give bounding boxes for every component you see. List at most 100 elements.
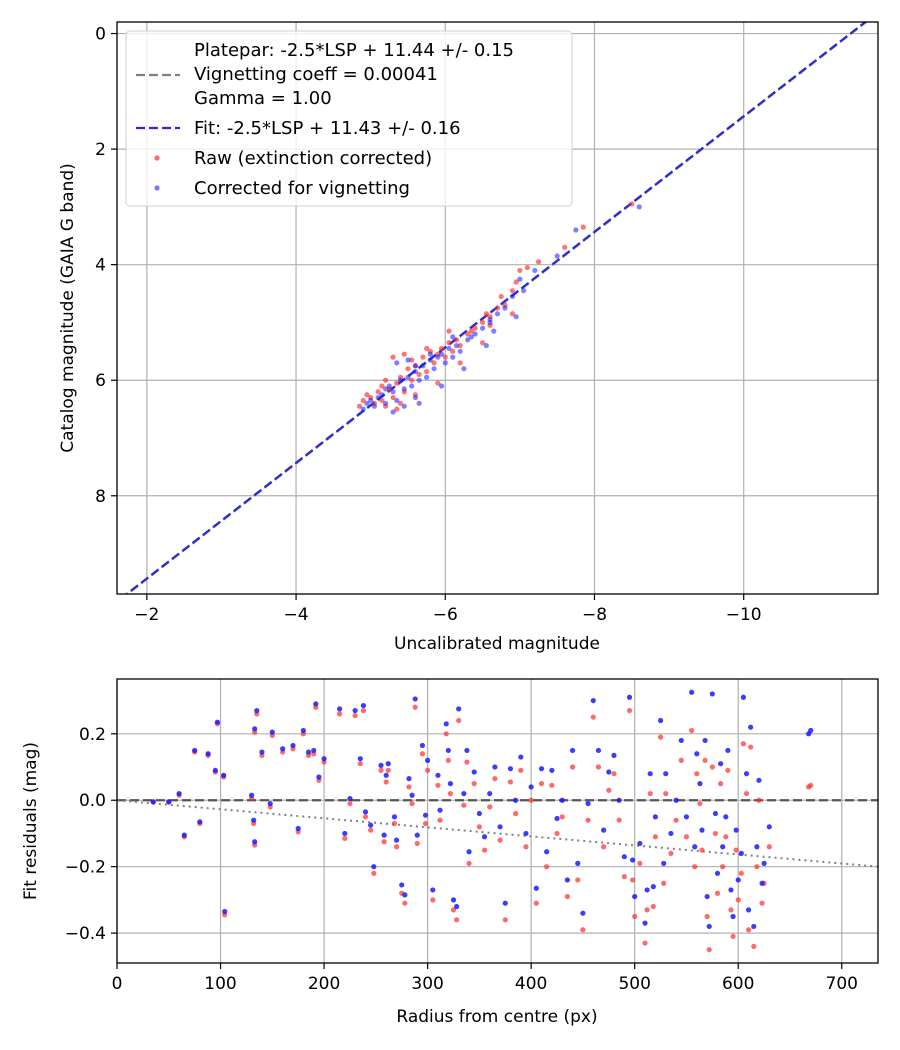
corrected-point [509, 293, 516, 300]
bottom-plot-frame [116, 678, 879, 964]
corrected-residual-point [580, 910, 586, 916]
corrected-residual-point [754, 844, 760, 850]
raw-point [517, 267, 523, 274]
raw-point [465, 331, 471, 337]
raw-point [453, 337, 460, 343]
corrected-residual-point [585, 800, 591, 807]
corrected-residual-point [437, 807, 443, 813]
corrected-residual-point [709, 691, 715, 697]
corrected-residual-point [492, 764, 498, 770]
raw-residual-point [347, 800, 353, 807]
legend-corrected-label: Corrected for vignetting [194, 178, 410, 199]
corrected-residual-point [626, 694, 633, 700]
raw-point [397, 400, 404, 406]
corrected-residual-point [759, 880, 765, 886]
top-plot-frame [116, 21, 879, 595]
corrected-residual-point [564, 877, 570, 883]
corrected-residual-point [476, 810, 482, 817]
corrected-residual-point [414, 832, 420, 838]
corrected-residual-point [590, 697, 596, 704]
corrected-residual-point [748, 724, 754, 730]
x-tick-label: −6 [433, 605, 458, 625]
y-tick-label: 8 [95, 487, 106, 507]
corrected-residual-point [300, 727, 306, 734]
corrected-residual-point [412, 696, 418, 702]
raw-residual-point [435, 782, 441, 788]
corrected-residual-point [337, 706, 343, 712]
top-y-axis-label: Catalog magnitude (GAIA G band) [58, 163, 78, 453]
corrected-residual-point [316, 774, 322, 780]
legend-corrected-marker [154, 185, 160, 191]
raw-point [390, 354, 396, 360]
corrected-point [573, 227, 579, 233]
corrected-residual-point [419, 742, 426, 749]
corrected-residual-point [712, 810, 719, 817]
x-tick-label: 200 [308, 974, 340, 994]
raw-point [409, 377, 415, 383]
raw-residual-point [590, 714, 596, 720]
legend-platepar-line3: Gamma = 1.00 [194, 88, 332, 109]
raw-residual-point [447, 790, 453, 797]
x-tick-label: 300 [411, 974, 443, 994]
corrected-residual-point [544, 849, 550, 855]
corrected-residual-point [192, 747, 198, 754]
legend-box [125, 30, 573, 207]
corrected-residual-point [461, 790, 467, 797]
raw-residual-point [381, 839, 387, 845]
corrected-point [412, 368, 419, 375]
raw-point [498, 293, 504, 300]
corrected-residual-point [621, 854, 627, 860]
corrected-point [450, 334, 456, 340]
corrected-residual-point [637, 840, 643, 847]
raw-point [479, 340, 486, 346]
legend-raw-label: Raw (extinction corrected) [194, 148, 432, 169]
raw-residual-point [454, 917, 460, 923]
corrected-point [431, 366, 437, 372]
raw-point [535, 259, 542, 265]
corrected-residual-point [259, 749, 265, 755]
raw-residual-point [362, 814, 369, 820]
corrected-residual-point [393, 837, 400, 843]
raw-point [457, 342, 463, 349]
y-tick-label: −0.2 [65, 858, 106, 878]
corrected-point [483, 342, 489, 349]
raw-residual-point [702, 757, 708, 763]
corrected-residual-point [702, 737, 708, 744]
corrected-residual-point [513, 797, 519, 803]
raw-residual-point [368, 827, 374, 833]
corrected-residual-point [347, 795, 353, 802]
corrected-residual-point [385, 761, 391, 767]
corrected-point [446, 345, 452, 352]
x-tick-label: 600 [722, 974, 754, 994]
corrected-point [461, 366, 467, 372]
corrected-point [390, 389, 396, 395]
y-tick-label: 4 [95, 256, 106, 276]
raw-residual-point [647, 790, 653, 797]
corrected-residual-point [391, 814, 398, 820]
raw-point [390, 394, 396, 401]
corrected-residual-point [342, 830, 348, 837]
raw-residual-point [704, 913, 710, 920]
raw-point [416, 371, 422, 378]
raw-point [446, 328, 452, 334]
raw-residual-point [580, 927, 586, 933]
raw-residual-point [766, 844, 772, 850]
corrected-residual-point [663, 771, 669, 777]
corrected-residual-point [595, 747, 602, 754]
raw-residual-point [720, 864, 726, 870]
raw-residual-point [523, 844, 529, 850]
raw-residual-point [668, 850, 674, 856]
corrected-residual-point [290, 742, 296, 749]
raw-residual-point [740, 741, 747, 747]
raw-point [379, 397, 385, 404]
raw-residual-point [621, 874, 627, 880]
raw-residual-point [756, 797, 762, 803]
corrected-point [401, 403, 407, 409]
corrected-residual-point [575, 860, 581, 866]
corrected-point [379, 392, 385, 398]
corrected-point [513, 314, 519, 320]
residuals-panel: 0 100 200 300 400 500 600 700 0.2 0.0 −0.2 −0.4 Rad… [21, 678, 879, 1027]
corrected-residual-point [425, 757, 431, 763]
corrected-residual-point [197, 819, 203, 825]
